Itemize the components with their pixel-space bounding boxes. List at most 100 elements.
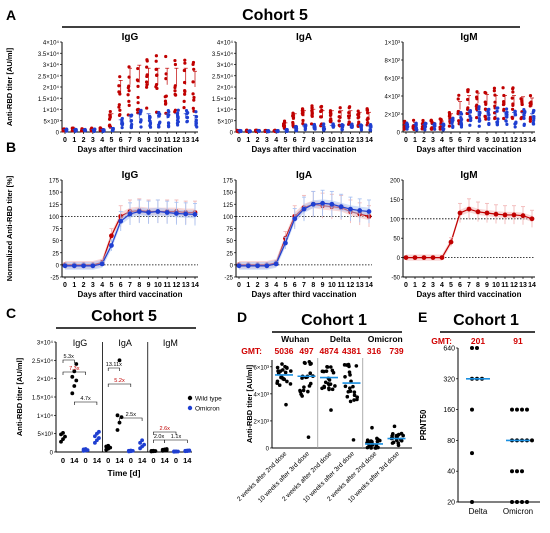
E-y-label: PRNT50 [419,409,428,440]
A-IgG-point [127,99,131,103]
A-IgM-point [459,125,464,129]
C-y-tick-label: 3×10⁴ [37,340,54,347]
C-x-tick-label: 0 [174,456,178,465]
D-point [367,444,372,449]
A-IgA-x-tick-label: 2 [256,137,260,144]
A-IgG-point [145,74,149,79]
A-IgG-point [148,121,153,125]
cohort1-header-d: Cohort 1 [301,312,367,329]
A-IgM-point [465,107,470,112]
A-IgG-point [154,59,158,63]
A-IgM-point [477,107,481,111]
C-point [140,438,145,443]
A-IgG-x-tick-label: 5 [109,137,113,144]
A-IgA-point [347,110,351,115]
B-IgA-x-tick-label: 13 [356,282,364,289]
B-IgM-y-tick-label: 50 [393,237,400,243]
A-IgA-y-tick-label: 2.5×10⁴ [212,73,234,80]
A-IgM-point [502,102,506,106]
C-x-tick-label: 0 [84,456,88,465]
A-IgM-point [502,99,506,104]
C-point [115,413,120,418]
D-variant-label: Wuhan [281,334,309,344]
A-IgM-point [451,116,455,120]
A-IgG-point [191,106,195,111]
A-IgA-x-tick-label: 3 [265,137,269,144]
C-y-tick-label: 2×10⁴ [37,376,54,383]
A-IgM-point [513,112,517,116]
A-IgM-point [478,118,482,123]
A-IgG-point [127,65,131,69]
A-IgG-point [120,125,124,130]
A-IgM-x-tick-label: 1 [413,137,417,144]
A-IgG-point [127,103,131,107]
A-IgA-point [319,105,323,109]
C-bracket [119,417,143,421]
A-IgA-x-tick-label: 8 [311,137,315,144]
C-group-label: IgM [163,338,178,348]
E-gmt-value: 91 [513,336,523,346]
A-IgM-point [532,108,536,113]
B-IgM-point [529,216,535,222]
B-IgM-point [466,206,472,212]
A-IgA-point [340,127,344,132]
panel-letter-a: A [6,7,16,23]
A-IgA-y-tick-label: 2×10⁴ [217,85,234,92]
A-IgG-point [120,122,124,126]
D-point [369,439,374,444]
A-IgM-point [495,122,500,127]
B-IgA-point [320,200,325,206]
C-fold-label: 2.5x [126,412,137,418]
A-IgG-point [136,101,140,105]
A-IgG-point [144,80,149,84]
A-IgM-point [505,122,509,126]
B-IgA-y-tick-label: 125 [223,203,234,209]
C-legend-label: Omicron [195,406,220,413]
A-IgM-point [501,86,505,90]
C-x-tick-label: 0 [106,456,110,465]
B-IgA-x-tick-label: 2 [256,282,260,289]
B-IgA-title: IgA [296,170,312,181]
A-IgG-point [139,118,143,123]
B-IgM-x-tick-label: 1 [413,282,417,289]
B-IgG-x-tick-label: 2 [82,282,86,289]
A-IgG-point [183,92,187,96]
C-point [61,437,65,442]
A-IgG-point [145,85,149,89]
D-point [375,439,380,444]
B-IgA-y-tick-label: 75 [226,227,233,233]
A-IgM-title: IgM [460,32,477,43]
C-point [115,428,120,432]
A-IgA-x-tick-label: 5 [283,137,287,144]
B-IgA-x-tick-label: 7 [302,282,306,289]
B-IgA-point [245,263,251,269]
B-IgA-point [236,263,242,269]
B-IgM-y-tick-label: 100 [390,217,401,223]
B-IgG-point [136,209,142,214]
A-IgG-point [183,89,187,94]
A-IgA-point [310,113,314,117]
B-IgM-x-tick-label: 2 [422,282,426,289]
E-category-label: Omicron [503,507,533,516]
A-IgG-point [129,125,133,129]
A-IgA-x-tick-label: 1 [246,137,250,144]
D-gmt-value: 4381 [342,346,361,356]
C-bracket [153,439,165,443]
A-IgG-point [108,109,112,114]
C-fold-label: 1.1x [171,434,182,440]
E-y-tick-label: 80 [447,438,455,445]
C-point [164,447,169,451]
A-IgG-point [166,121,171,125]
A-IgG-point [127,89,131,93]
A-IgG-point [173,110,177,114]
A-IgM-point [513,125,517,129]
B-IgG-point [127,211,133,217]
B-IgG-x-tick-label: 4 [100,282,104,289]
A-IgA-x-tick-label: 12 [347,137,355,144]
D-gmt-label: GMT: [241,346,262,356]
A-IgM-x-tick-label: 6 [458,137,462,144]
A-IgM-point [442,122,446,126]
C-legend-marker [187,395,193,401]
D-point [391,440,396,445]
B-IgM-point [475,209,481,215]
